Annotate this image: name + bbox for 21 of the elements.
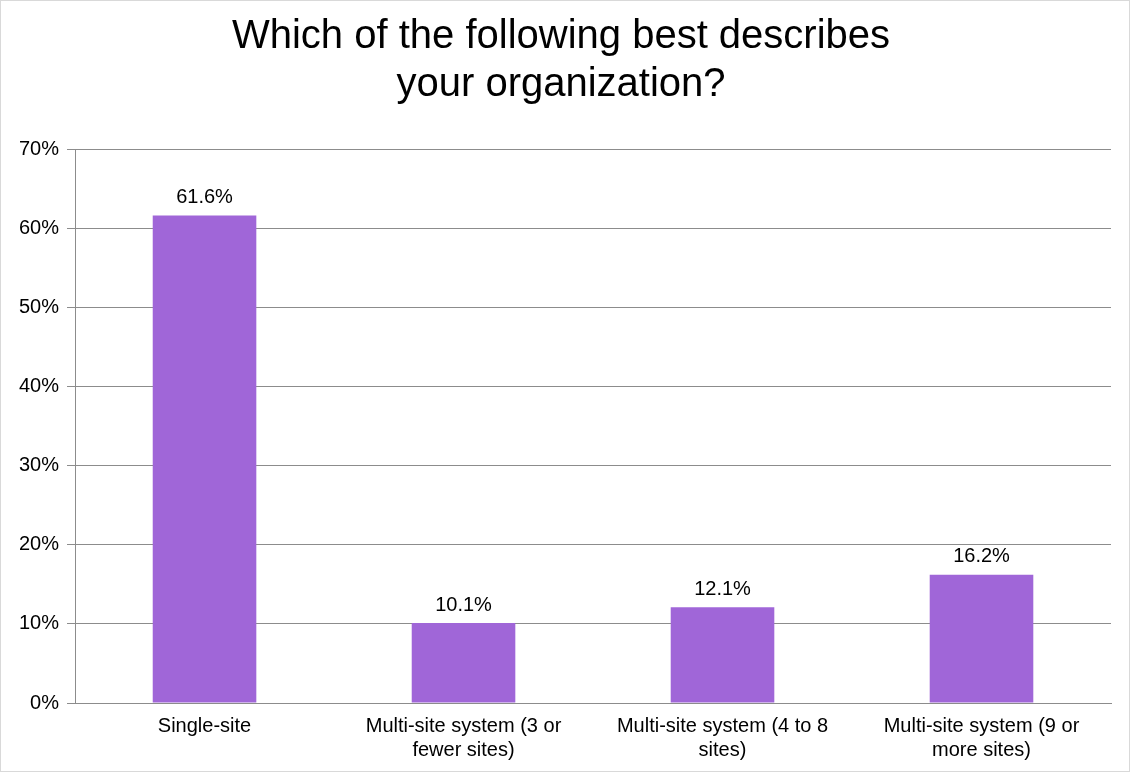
x-tick-label: Multi-site system (3 or fewer sites) [365, 713, 562, 760]
y-tick-label: 40% [19, 373, 60, 396]
data-label: 12.1% [694, 576, 752, 599]
bar [152, 215, 257, 703]
bar [929, 574, 1034, 703]
data-label: 10.1% [435, 592, 493, 615]
y-tick-label: 0% [30, 690, 60, 713]
x-tick-label: Single-site [157, 713, 252, 736]
bar [670, 607, 775, 703]
y-tick-label: 30% [19, 453, 60, 476]
y-tick-label: 20% [19, 532, 60, 555]
data-label: 16.2% [953, 544, 1011, 567]
chart-title: Which of the following best describes your organization? [231, 12, 891, 105]
bar [411, 623, 516, 703]
y-tick-label: 10% [19, 611, 60, 634]
y-tick-label: 70% [19, 136, 60, 159]
data-label: 61.6% [176, 185, 234, 207]
y-tick-label: 60% [19, 215, 60, 238]
x-tick-label: Multi-site system (9 or more sites) [883, 713, 1080, 760]
y-tick-label: 50% [19, 294, 60, 317]
x-tick-label: Multi-site system (4 to 8 sites) [616, 713, 829, 760]
